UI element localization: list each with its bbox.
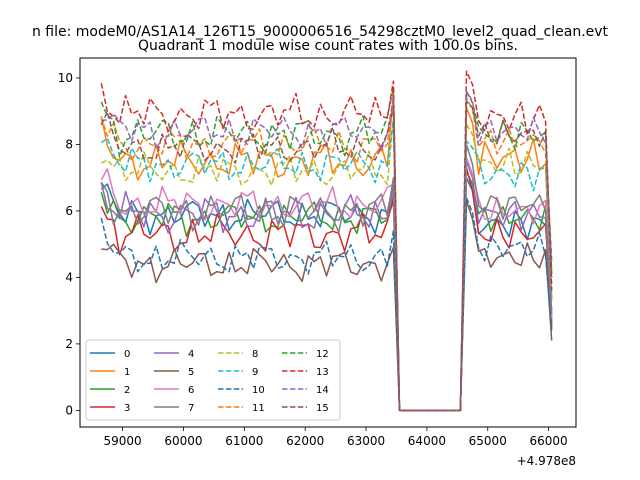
axis-ticks: 59000 60000 61000 62000 63000 64000 65000 66000… xyxy=(58,71,568,448)
legend-label-2: 2 xyxy=(124,385,130,396)
series-line-12 xyxy=(100,87,553,412)
legend-label-14: 14 xyxy=(316,385,329,396)
legend-label-1: 1 xyxy=(124,367,130,378)
x-tick-label: 60000 xyxy=(164,434,202,448)
x-tick-label: 59000 xyxy=(104,434,142,448)
legend-label-6: 6 xyxy=(188,385,194,396)
x-tick-label: 61000 xyxy=(225,434,263,448)
x-tick-label: 65000 xyxy=(469,434,507,448)
series-line-1 xyxy=(100,90,553,412)
series-line-9 xyxy=(100,120,553,412)
y-tick-label: 2 xyxy=(65,337,73,351)
y-tick-label: 6 xyxy=(65,204,73,218)
legend-label-0: 0 xyxy=(124,349,130,360)
legend-label-7: 7 xyxy=(188,403,194,414)
legend-label-10: 10 xyxy=(252,385,265,396)
series-line-2 xyxy=(100,170,553,412)
legend-label-13: 13 xyxy=(316,367,329,378)
legend-label-11: 11 xyxy=(252,403,265,414)
x-tick-label: 63000 xyxy=(347,434,385,448)
series-line-15 xyxy=(100,100,553,412)
plot-area xyxy=(100,70,553,412)
y-tick-label: 8 xyxy=(65,137,73,151)
x-tick-label: 64000 xyxy=(408,434,446,448)
series-line-5 xyxy=(101,200,553,412)
series-line-6 xyxy=(100,156,553,412)
legend-label-3: 3 xyxy=(124,403,130,414)
y-tick-label: 10 xyxy=(58,71,73,85)
series-line-8 xyxy=(101,117,553,412)
series-line-13 xyxy=(100,70,553,412)
legend-label-9: 9 xyxy=(252,367,258,378)
legend-label-5: 5 xyxy=(188,367,194,378)
x-offset-label: +4.978e8 xyxy=(517,454,576,468)
series-line-3 xyxy=(100,166,553,412)
y-tick-label: 0 xyxy=(65,403,73,417)
axes-frame xyxy=(79,57,577,428)
legend-label-15: 15 xyxy=(316,403,329,414)
legend-box xyxy=(85,339,341,421)
y-tick-label: 4 xyxy=(65,270,73,284)
x-tick-label: 62000 xyxy=(286,434,324,448)
figure-suptitle: n file: modeM0/AS1A14_126T15_9000006516_… xyxy=(32,24,609,40)
series-line-7 xyxy=(100,143,553,412)
legend-label-12: 12 xyxy=(316,349,329,360)
legend-label-4: 4 xyxy=(188,349,194,360)
x-tick-label: 66000 xyxy=(530,434,568,448)
legend-label-8: 8 xyxy=(252,349,258,360)
series-line-11 xyxy=(100,97,553,412)
axes-title: Quadrant 1 module wise count rates with … xyxy=(138,38,518,54)
series-line-10 xyxy=(100,196,553,412)
